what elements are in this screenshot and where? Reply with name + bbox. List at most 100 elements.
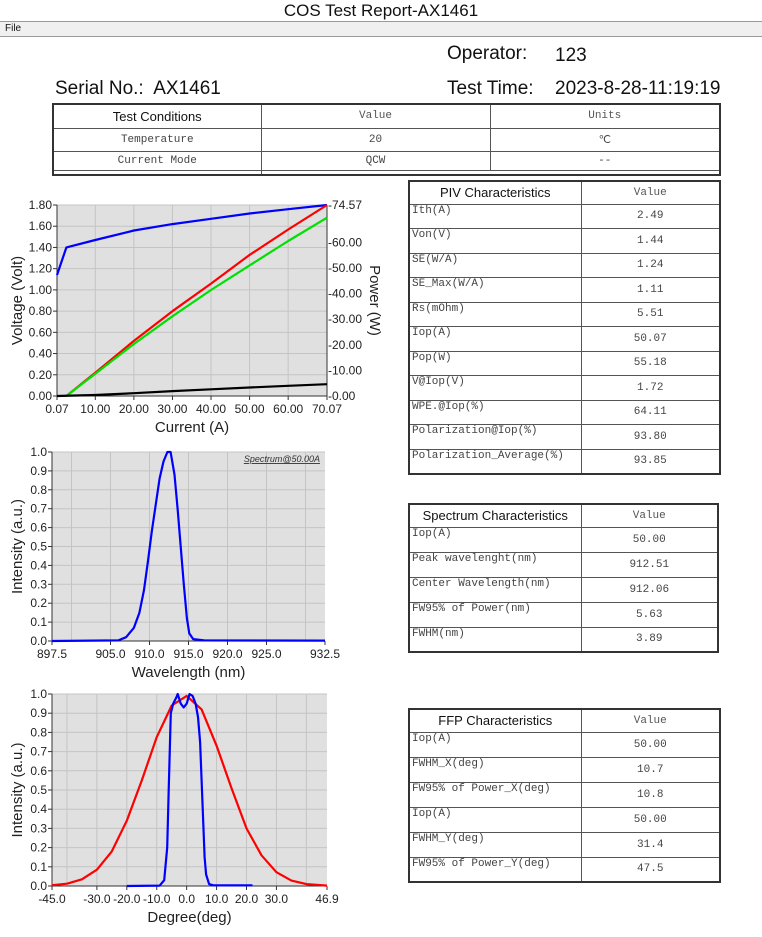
x-tick-label: 920.0	[212, 647, 242, 661]
param-value: 10.8	[580, 781, 721, 808]
col-header: Value	[580, 503, 719, 528]
test-conditions-table: Test Conditions Value Units Temperature 20 ℃…	[52, 103, 721, 176]
chart-annotation: Spectrum@50.00A	[244, 454, 320, 464]
param-name: Von(V)	[408, 228, 582, 254]
y-tick-label: 0.8	[30, 725, 47, 739]
test-time-label: Test Time:	[447, 78, 534, 99]
y-tick-label: 0.3	[30, 577, 47, 591]
y-tick-label: 0.6	[30, 764, 47, 778]
ffp-characteristics-table: FFP Characteristics Value Iop(A) 50.00 FWHM_…	[408, 708, 721, 883]
param-name: Iop(A)	[408, 326, 582, 352]
x-tick-label: -45.0	[38, 892, 66, 906]
table-row: WPE.@Iop(%) 64.11	[408, 399, 721, 425]
table-row: Iop(A) 50.00	[408, 731, 721, 758]
param-value: 50.00	[580, 806, 721, 833]
y2-tick-label: -60.00	[328, 235, 362, 249]
x-tick-label: 897.5	[37, 647, 67, 661]
param-name: Iop(A)	[408, 731, 582, 758]
y-tick-label: 1.0	[30, 445, 47, 459]
table-row: Center Wavelength(nm) 912.06	[408, 576, 719, 603]
param-name: Iop(A)	[408, 526, 582, 553]
x-tick-label: 10.00	[80, 402, 110, 416]
x-tick-label: 70.07	[312, 402, 342, 416]
serial-label: Serial No.: AX1461	[55, 78, 221, 100]
table-row: Iop(A) 50.07	[408, 326, 721, 352]
y-axis-label: Intensity (a.u.)	[9, 499, 26, 594]
cell: Temperature	[52, 127, 262, 152]
table-row: FWHM_Y(deg) 31.4	[408, 831, 721, 858]
y-tick-label: 1.40	[29, 240, 53, 254]
param-value: 1.24	[580, 252, 721, 278]
y2-tick-label: -30.00	[328, 312, 362, 326]
x-axis-label: Current (A)	[155, 419, 229, 436]
table-row: V@Iop(V) 1.72	[408, 375, 721, 401]
x-tick-label: 46.9	[315, 892, 339, 906]
x-tick-label: -20.0	[113, 892, 141, 906]
param-name: V@Iop(V)	[408, 375, 582, 401]
x-axis-label: Degree(deg)	[147, 909, 231, 926]
y-tick-label: 0.4	[30, 802, 47, 816]
spectrum-chart: 0.0 0.1 0.2 0.3 0.4 0.5 0.6 0.7 0.8 0.9 1.0 897.5 90…	[9, 445, 340, 681]
param-name: FW95% of Power_Y(deg)	[408, 856, 582, 883]
param-name: FW95% of Power_X(deg)	[408, 781, 582, 808]
y-tick-label: 0.20	[29, 368, 53, 382]
table-row: Ith(A) 2.49	[408, 203, 721, 229]
y-tick-label: 0.4	[30, 558, 47, 572]
col-header: FFP Characteristics	[408, 708, 582, 733]
series-line-1	[126, 692, 253, 888]
y-tick-label: 1.60	[29, 219, 53, 233]
col-header: Spectrum Characteristics	[408, 503, 582, 528]
x-tick-label: 50.00	[235, 402, 265, 416]
table-row: Polarization@Iop(%) 93.80	[408, 424, 721, 450]
y-tick-label: 0.7	[30, 745, 47, 759]
param-value: 50.00	[580, 526, 719, 553]
param-name: Center Wavelength(nm)	[408, 576, 582, 603]
param-name: Pop(W)	[408, 350, 582, 376]
param-name: Peak wavelenght(nm)	[408, 551, 582, 578]
col-header: Value	[260, 103, 491, 129]
y-axis-label: Intensity (a.u.)	[9, 742, 26, 837]
operator-label: Operator:	[447, 43, 528, 64]
param-value: 1.72	[580, 375, 721, 401]
ffp-chart: 0.0 0.1 0.2 0.3 0.4 0.5 0.6 0.7 0.8 0.9 1.0 -45.0 -3…	[9, 687, 339, 926]
menu-file[interactable]: File	[5, 23, 22, 34]
table-row: FW95% of Power_Y(deg) 47.5	[408, 856, 721, 883]
piv-characteristics-table: PIV Characteristics Value Ith(A) 2.49 Von(V)…	[408, 180, 721, 475]
y-tick-label: 0.1	[30, 860, 47, 874]
serial-value: AX1461	[153, 78, 221, 99]
cell: Current Mode	[52, 150, 262, 171]
series-line-0	[51, 450, 326, 643]
series-line-3	[56, 383, 328, 398]
y2-tick-label: -50.00	[328, 261, 362, 275]
y2-tick-label: -40.00	[328, 287, 362, 301]
col-header: Units	[489, 103, 721, 129]
param-value: 5.63	[580, 601, 719, 628]
param-value: 47.5	[580, 856, 721, 883]
x-tick-label: 60.00	[273, 402, 303, 416]
cell: ℃	[489, 127, 721, 152]
param-value: 5.51	[580, 301, 721, 327]
param-value: 3.89	[580, 626, 719, 653]
y-tick-label: 0.5	[30, 783, 47, 797]
table-row: Pop(W) 55.18	[408, 350, 721, 376]
table-row: FWHM_X(deg) 10.7	[408, 756, 721, 783]
cell: --	[489, 150, 721, 171]
y-tick-label: 0.80	[29, 304, 53, 318]
series-line-0	[51, 694, 328, 887]
param-value: 55.18	[580, 350, 721, 376]
test-time-value: 2023-8-28-11:19:19	[555, 78, 721, 99]
param-value: 912.06	[580, 576, 719, 603]
param-name: SE(W/A)	[408, 252, 582, 278]
y2-axis-label: Power (W)	[366, 265, 383, 336]
col-header: PIV Characteristics	[408, 180, 582, 205]
cell: QCW	[260, 150, 491, 171]
param-value: 10.7	[580, 756, 721, 783]
y-tick-label: 0.5	[30, 540, 47, 554]
x-tick-label: 0.0	[178, 892, 195, 906]
y-tick-label: 1.80	[29, 198, 53, 212]
table-row: Temperature 20 ℃	[52, 127, 721, 152]
window-title: COS Test Report-AX1461	[283, 1, 479, 20]
param-value: 50.07	[580, 326, 721, 352]
param-name: FWHM_X(deg)	[408, 756, 582, 783]
y2-tick-label: -0.00	[328, 389, 356, 403]
